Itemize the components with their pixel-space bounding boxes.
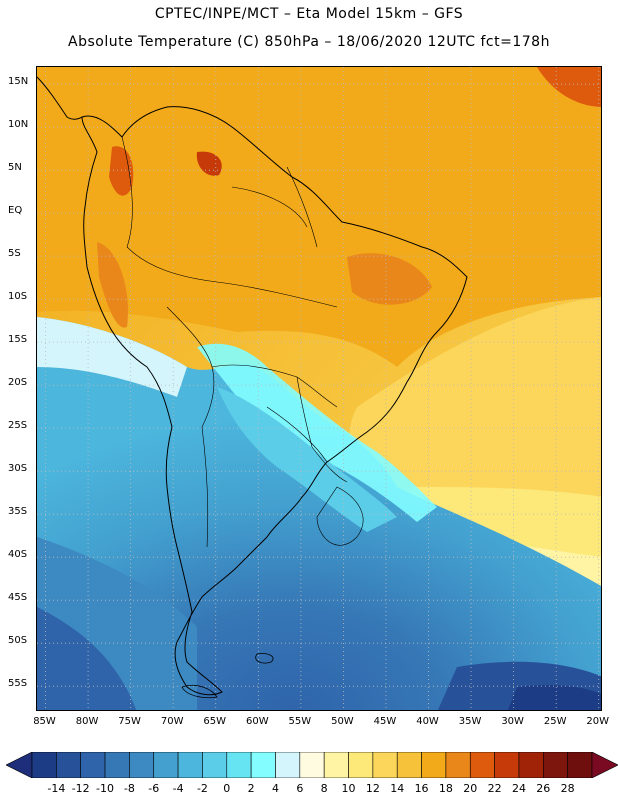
lon-tick-label: 25W <box>543 716 567 727</box>
lon-tick-label: 45W <box>373 716 397 727</box>
colorbar-swatch <box>323 752 349 778</box>
colorbar-tick-label: 20 <box>463 782 478 795</box>
cold-core-sw <box>37 607 137 710</box>
colorbar-tick-label: 22 <box>487 782 502 795</box>
colorbar-tick-label: 14 <box>390 782 405 795</box>
continent-outline <box>81 106 468 696</box>
cold-core-se-deep <box>507 685 601 710</box>
colorbar-tick-label: -6 <box>148 782 160 795</box>
lat-tick-label: 35S <box>8 506 28 518</box>
colorbar-swatch <box>421 752 447 778</box>
lat-tick-label: 10S <box>8 291 28 303</box>
colorbar-tick-label: -10 <box>96 782 115 795</box>
lon-tick-label: 20W <box>586 716 610 727</box>
lat-tick-label: 5S <box>8 248 21 260</box>
cold-front-teal <box>217 387 397 532</box>
colorbar-swatch <box>518 752 544 778</box>
lat-tick-label: 10N <box>8 119 29 131</box>
lon-tick-label: 85W <box>33 716 56 727</box>
lon-tick-label: 70W <box>160 716 184 727</box>
colorbar-swatch <box>396 752 422 778</box>
lon-tick-label: 40W <box>416 716 439 727</box>
colorbar-swatch <box>445 752 471 778</box>
lat-tick-label: 40S <box>8 549 28 561</box>
lon-tick-label: 35W <box>458 716 482 727</box>
hot-spot-atlantic-north <box>537 67 601 107</box>
colorbar-tick-label: 12 <box>365 782 380 795</box>
colorbar-tick-label: -14 <box>47 782 66 795</box>
colorbar-tick-label: 2 <box>247 782 255 795</box>
lat-tick-label: 55S <box>8 678 28 690</box>
colorbar-tick-label: 4 <box>271 782 279 795</box>
lon-tick-label: 75W <box>118 716 141 727</box>
tierra-del-fuego <box>181 684 218 699</box>
temperature-colorbar <box>6 752 618 778</box>
lat-tick-label: 45S <box>8 592 28 604</box>
colorbar-tick-label: 18 <box>438 782 453 795</box>
lat-tick-label: 20S <box>8 377 28 389</box>
colorbar-swatch <box>31 752 57 778</box>
map-panel <box>36 66 602 711</box>
colorbar-swatch <box>202 752 228 778</box>
colorbar-tick-label: 10 <box>341 782 356 795</box>
cold-front-cyan <box>197 343 437 522</box>
lat-tick-label: 30S <box>8 463 28 475</box>
map-title-line-2: Absolute Temperature (C) 850hPa – 18/06/… <box>68 34 550 50</box>
cold-front-pale <box>37 317 187 397</box>
lon-tick-label: 55W <box>288 716 312 727</box>
hot-spot-andes-north <box>109 146 134 196</box>
colorbar-tick-label: 6 <box>296 782 304 795</box>
colorbar-swatch <box>80 752 106 778</box>
colorbar-swatch <box>275 752 301 778</box>
colorbar-under-triangle <box>6 752 33 778</box>
colorbar-tick-label: 0 <box>223 782 231 795</box>
colorbar-swatch <box>494 752 520 778</box>
colorbar-swatch <box>469 752 495 778</box>
colorbar-swatch <box>250 752 276 778</box>
colorbar-tick-label: -8 <box>123 782 135 795</box>
colorbar-swatch <box>129 752 155 778</box>
colorbar-swatch <box>104 752 130 778</box>
colorbar-swatch <box>372 752 398 778</box>
colorbar-tick-label: -12 <box>71 782 90 795</box>
colorbar-swatch <box>299 752 325 778</box>
lat-tick-label: EQ <box>8 205 23 217</box>
colorbar-tick-label: -4 <box>172 782 184 795</box>
colorbar-tick-label: 28 <box>560 782 575 795</box>
lat-tick-label: 15S <box>8 334 28 346</box>
lat-tick-label: 5N <box>8 162 22 174</box>
colorbar-swatch <box>567 752 593 778</box>
lat-tick-label: 50S <box>8 635 28 647</box>
hot-spot-brazil-ne <box>347 253 432 305</box>
colorbar-tick-label: 8 <box>320 782 328 795</box>
lon-tick-label: 80W <box>75 716 99 727</box>
colorbar-swatch <box>348 752 374 778</box>
lon-tick-label: 50W <box>331 716 354 727</box>
country-borders <box>121 136 364 548</box>
central-america-outline <box>37 76 83 120</box>
colorbar-over-triangle <box>591 752 618 778</box>
colorbar-swatch <box>543 752 568 778</box>
warm-zone-north <box>37 67 601 367</box>
temperature-field-map <box>37 67 601 710</box>
colorbar-tick-label: -2 <box>196 782 208 795</box>
falkland-islands <box>255 653 274 664</box>
lon-tick-label: 65W <box>203 716 227 727</box>
map-title-line-1: CPTEC/INPE/MCT – Eta Model 15km – GFS <box>154 6 464 22</box>
lon-tick-label: 60W <box>245 716 269 727</box>
hot-spot-venezuela <box>196 151 222 176</box>
colorbar-tick-label: 24 <box>511 782 526 795</box>
colorbar-swatch <box>177 752 203 778</box>
lat-tick-label: 25S <box>8 420 28 432</box>
colorbar-swatch <box>153 752 179 778</box>
colorbar-swatch <box>226 752 252 778</box>
lat-tick-label: 15N <box>8 76 29 88</box>
colorbar-swatch <box>56 752 81 778</box>
colorbar-tick-label: 16 <box>414 782 429 795</box>
lon-tick-label: 30W <box>501 716 524 727</box>
colorbar-tick-label: 26 <box>536 782 551 795</box>
hot-spot-peru <box>97 242 128 328</box>
